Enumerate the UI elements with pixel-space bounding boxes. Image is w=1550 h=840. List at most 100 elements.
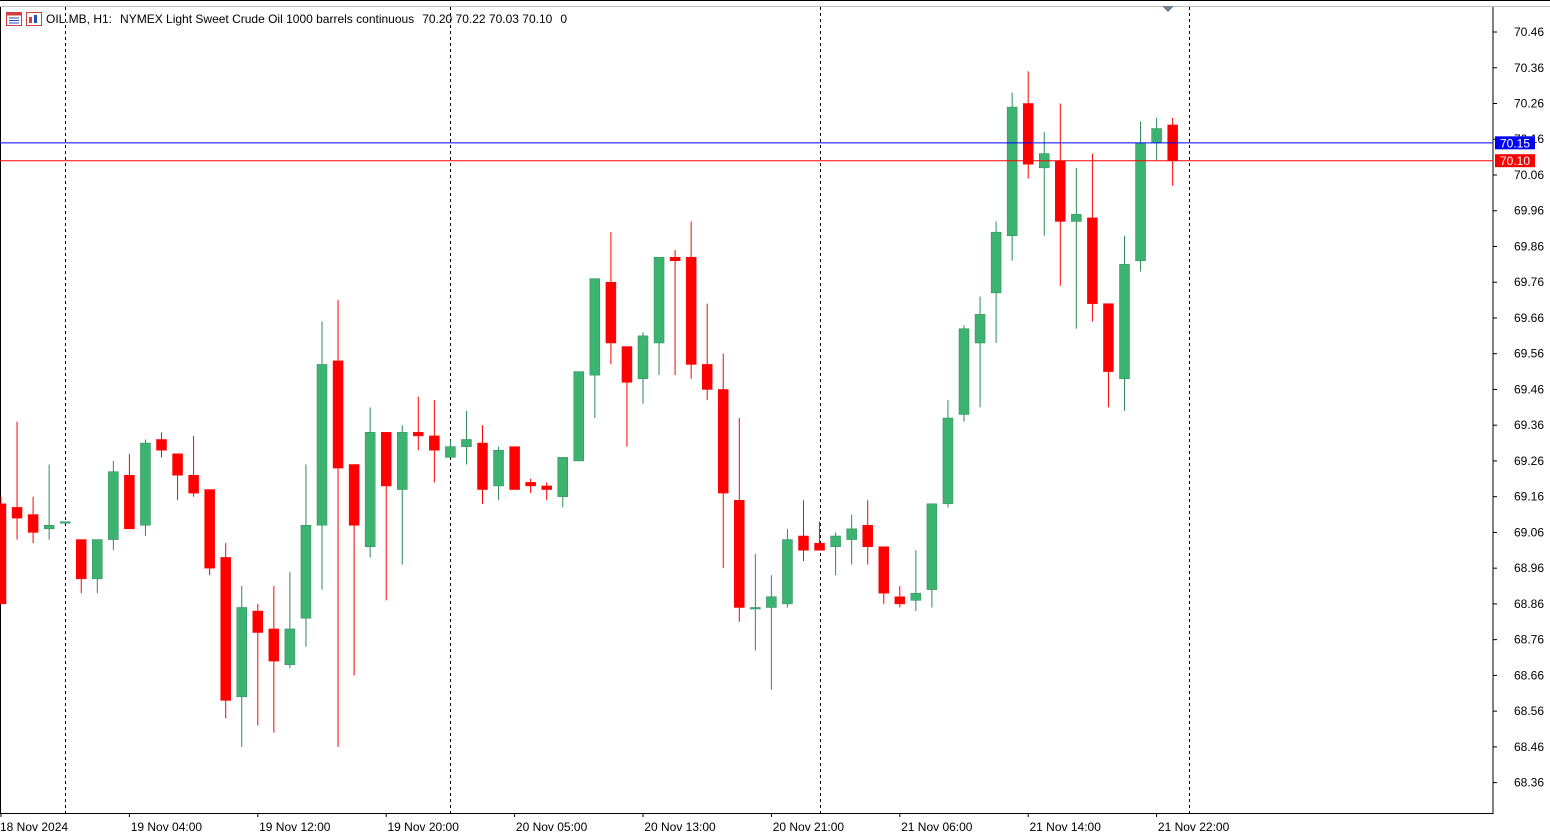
chart-list-icon[interactable] [6,12,22,26]
candle [348,464,360,676]
candle-body [284,628,296,665]
candle-body [332,360,344,469]
candle [172,453,183,501]
candle [11,421,23,540]
candle [685,221,697,379]
candle-body [268,628,280,662]
candle-body [11,507,23,519]
candle [669,250,681,376]
candle [830,532,841,576]
candle [974,296,986,408]
candle-body [637,335,649,379]
candle [1135,121,1146,272]
candle-body [59,521,71,524]
chart-bars-icon[interactable] [26,12,42,26]
y-tick-label: 70.36 [1514,61,1544,75]
candle-body [557,457,568,497]
candle-body [782,539,793,605]
ohlc-values: 70.20 70.22 70.03 70.10 [422,12,553,26]
candle [461,410,472,465]
candle-body [750,607,761,610]
candle [1039,132,1050,236]
candle-body [862,525,873,547]
candle-body [958,328,970,415]
candle [43,464,55,540]
candle [990,221,1002,343]
candle-body [1087,217,1098,304]
y-tick-label: 69.36 [1514,418,1544,432]
candle [894,586,906,608]
candle-body [621,346,633,383]
candle [573,371,585,462]
chart-header: OIL.MB, H1: NYMEX Light Sweet Crude Oil … [6,11,575,27]
y-tick-label: 70.06 [1514,168,1544,182]
candle [220,543,231,719]
candle [1087,153,1098,322]
candle-body [942,417,954,505]
candle-body [1071,214,1082,222]
volume-value: 0 [560,12,567,26]
candle [445,439,456,458]
y-tick-label: 69.16 [1514,490,1544,504]
candle-body [348,464,360,526]
candle [236,586,247,747]
candle-body [252,610,264,633]
candle [429,400,440,483]
y-tick-label: 70.26 [1514,97,1544,111]
candle-body [204,489,215,569]
candle [1022,71,1034,179]
ask-price-label-bg [1495,136,1535,150]
candle [557,457,568,508]
candle [1167,117,1178,186]
candle [862,500,873,565]
candle-body [300,525,312,619]
candle [284,571,296,669]
candle-body [397,432,408,490]
candle [316,321,328,590]
candle [701,303,713,401]
candle-body [798,535,809,551]
candle-body [140,442,151,526]
candle [1103,303,1114,408]
candle-body [493,449,504,487]
candle-body [92,539,103,580]
candle-body [653,256,665,344]
y-tick-label: 70.46 [1514,25,1544,39]
candle-body [1022,103,1034,165]
candle-body [814,542,825,551]
candle-body [509,446,520,490]
candle-body [1103,303,1114,372]
candle [718,353,729,569]
candle-body [701,364,713,390]
candle [958,325,970,422]
x-tick-label: 20 Nov 05:00 [516,820,588,834]
candle [493,446,504,501]
candle [766,575,777,690]
candle-body [525,482,536,487]
candle [942,400,954,508]
candle [1055,103,1066,286]
candle-body [974,314,986,344]
candle-body [188,474,199,494]
candle-body [1006,106,1018,237]
y-tick-label: 69.96 [1514,204,1544,218]
candle-body [0,503,7,605]
candle-body [894,596,906,605]
candles [0,71,1178,747]
candle [782,528,793,608]
candle [910,550,922,612]
x-tick-label: 21 Nov 06:00 [901,820,973,834]
x-tick-label: 19 Nov 04:00 [131,820,203,834]
y-tick-label: 68.36 [1514,776,1544,790]
candle [268,586,280,733]
ask-price-label: 70.15 [1495,136,1535,150]
candle [814,521,825,551]
y-tick-label: 68.56 [1514,704,1544,718]
candle [252,603,264,726]
candle [156,432,167,458]
candle-body [108,471,119,540]
candle [1119,235,1130,411]
ask-price-label-text: 70.15 [1500,136,1530,150]
candle [108,460,119,551]
